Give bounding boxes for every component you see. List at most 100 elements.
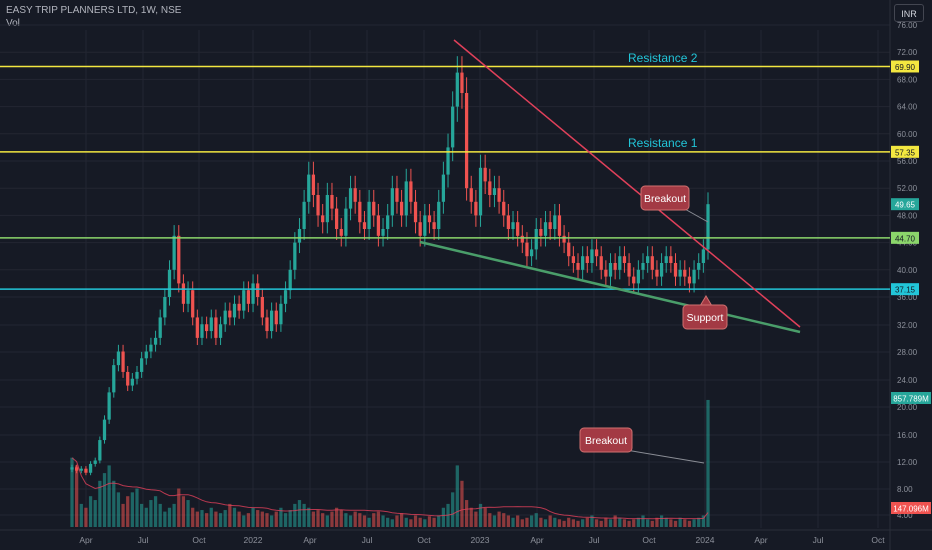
candle-body — [692, 269, 696, 284]
volume-bar — [520, 519, 524, 527]
candle-body — [163, 297, 167, 318]
volume-bar — [390, 519, 394, 527]
candle-body — [191, 290, 195, 318]
volume-bar — [186, 500, 190, 527]
price-axis-label-bg — [891, 198, 919, 211]
candle-body — [251, 283, 255, 304]
candle-body — [502, 201, 506, 216]
candle-body — [107, 392, 111, 420]
candle-body — [418, 222, 422, 236]
volume-bar — [386, 517, 390, 527]
volume-bar — [358, 513, 362, 527]
volume-bar — [321, 513, 325, 527]
candle-body — [673, 263, 678, 277]
resistance-1-label: Resistance 1 — [628, 136, 698, 150]
x-tick-label: Jul — [138, 535, 149, 545]
candle-body — [627, 263, 631, 277]
volume-bar — [399, 513, 404, 527]
breakout-volume-callout: Breakout — [579, 427, 705, 464]
y-tick-label: 76.00 — [897, 21, 918, 30]
volume-bar — [655, 517, 659, 527]
volume-bar — [70, 457, 74, 527]
volume-bar — [432, 517, 436, 527]
candle-body — [469, 188, 473, 202]
candle-body — [283, 290, 288, 304]
currency-button[interactable]: INR — [894, 4, 924, 22]
candle-body — [520, 235, 524, 243]
x-tick-label: 2024 — [696, 535, 715, 545]
volume-bar — [608, 519, 613, 527]
candle-body — [195, 317, 199, 338]
candle-body — [604, 269, 608, 277]
candle-body — [618, 256, 622, 270]
price-axis-label: 37.15 — [895, 286, 916, 295]
volume-bar — [191, 507, 195, 527]
volume-bar — [529, 515, 534, 527]
support-callout: Support — [682, 295, 728, 330]
candle-body — [367, 201, 371, 229]
volume-bar — [330, 511, 334, 527]
volume-bar — [460, 480, 464, 527]
candle-body — [599, 256, 603, 270]
candle-body — [381, 229, 385, 236]
candle-body — [302, 201, 306, 229]
candle-body — [646, 256, 650, 263]
y-tick-label: 40.00 — [897, 266, 918, 275]
volume-bar — [325, 515, 329, 527]
volume-bar — [246, 513, 251, 527]
candle-body — [316, 195, 320, 216]
volume-bar — [534, 513, 538, 527]
y-tick-label: 20.00 — [897, 403, 918, 412]
candle-body — [79, 468, 83, 471]
volume-bar — [353, 511, 357, 527]
volume-bar — [585, 517, 589, 527]
volume-bar — [367, 517, 371, 527]
volume-bar — [251, 507, 255, 527]
candle-body — [93, 460, 97, 464]
volume-bar — [502, 513, 506, 527]
candle-body — [413, 201, 418, 223]
volume-bar — [678, 517, 682, 527]
candle-body — [200, 324, 204, 338]
volume-bar — [516, 515, 520, 527]
volume-bar — [581, 519, 585, 527]
volume-bar — [228, 503, 232, 527]
candle-body — [659, 263, 664, 277]
candle-body — [274, 310, 278, 325]
volume-axis-label-bg — [891, 392, 931, 404]
volume-bar — [576, 520, 580, 527]
y-tick-label: 12.00 — [897, 458, 918, 467]
volume-bar — [594, 519, 599, 527]
volume-bar — [232, 507, 237, 527]
candle-body — [140, 358, 144, 372]
volume-bar — [701, 515, 705, 527]
volume-bar — [274, 511, 278, 527]
price-axis-label-bg — [891, 231, 919, 244]
candle-body — [576, 263, 580, 270]
candle-body — [325, 195, 329, 223]
volume-axis-label: 147.096M — [893, 505, 929, 514]
volume-bar — [604, 517, 608, 527]
price-axis-label: 57.35 — [895, 148, 916, 157]
volume-bar — [140, 503, 144, 527]
volume-bar — [622, 519, 627, 527]
volume-bar — [409, 519, 413, 527]
volume-bar — [543, 519, 548, 527]
x-tick-label: Oct — [192, 535, 206, 545]
candle-body — [608, 263, 613, 277]
candle-body — [218, 324, 223, 338]
volume-bar — [223, 510, 227, 527]
candle-body — [585, 256, 589, 263]
volume-bar — [557, 519, 562, 527]
volume-bar — [256, 510, 260, 527]
volume-axis-label: 857.789M — [893, 395, 929, 404]
x-tick-label: Oct — [417, 535, 431, 545]
volume-bar — [344, 513, 348, 527]
volume-bar — [88, 496, 93, 527]
volume-bar — [167, 507, 172, 527]
candle-body — [70, 467, 74, 470]
candle-body — [158, 317, 162, 338]
x-tick-label: Apr — [754, 535, 767, 545]
volume-bar — [112, 480, 116, 527]
